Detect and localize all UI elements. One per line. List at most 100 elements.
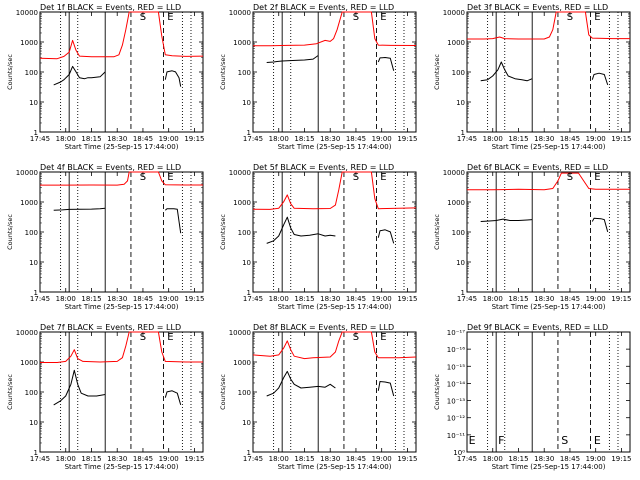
chart-title: Det 1f BLACK = Events, RED = LLD [40, 3, 181, 12]
chart-panel-2: Det 2f BLACK = Events, RED = LLD 1 10 100 10… [219, 3, 418, 151]
chart-title: Det 2f BLACK = Events, RED = LLD [253, 3, 394, 12]
series-line-events [591, 217, 609, 233]
x-tick-label: 19:00 [586, 455, 606, 463]
x-tick-label: 18:45 [133, 135, 153, 143]
x-axis-label: Start Time (25-Sep-15 17:44:00) [65, 303, 179, 311]
x-tick-label: 19:00 [159, 455, 179, 463]
y-tick-label: 10000 [443, 9, 465, 17]
series-line-lld [252, 331, 417, 360]
chart-title: Det 7f BLACK = Events, RED = LLD [40, 323, 181, 332]
x-tick-label: 18:45 [560, 295, 580, 303]
marker-label: E [469, 434, 476, 447]
x-tick-label: 18:00 [269, 135, 289, 143]
plot-frame [39, 11, 204, 133]
x-tick-label: 19:15 [611, 135, 631, 143]
x-tick-label: 18:30 [320, 135, 340, 143]
y-tick-label: 1000 [20, 39, 38, 47]
y-tick-label: 10 [29, 259, 38, 267]
chart-panel-3: Det 3f BLACK = Events, RED = LLD 1 10 100 10… [433, 3, 632, 151]
x-tick-label: 17:45 [30, 135, 50, 143]
x-tick-label: 19:15 [397, 455, 417, 463]
marker-label: S [353, 332, 359, 343]
series-line-lld [39, 11, 204, 60]
y-tick-label: 10⁻¹⁷ [447, 329, 465, 337]
plot-frame [466, 11, 631, 133]
x-tick-label: 18:30 [107, 135, 127, 143]
x-tick-label: 19:15 [611, 455, 631, 463]
x-axis-label: Start Time (25-Sep-15 17:44:00) [492, 303, 606, 311]
y-tick-label: 1 [247, 129, 251, 137]
y-axis-label: Counts/sec [219, 214, 227, 250]
marker-label: F [498, 434, 504, 447]
series-line-events [266, 370, 336, 397]
x-tick-label: 19:15 [397, 295, 417, 303]
y-tick-label: 100 [238, 69, 251, 77]
y-tick-label: 1 [34, 129, 38, 137]
y-tick-label: 10000 [16, 329, 38, 337]
y-tick-label: 10⁻¹⁵ [447, 363, 465, 371]
y-axis-label: Counts/sec [6, 374, 14, 410]
chart-panel-5: Det 5f BLACK = Events, RED = LLD 1 10 100 10… [219, 163, 418, 311]
x-tick-label: 18:30 [320, 455, 340, 463]
y-tick-label: 1 [461, 289, 465, 297]
marker-label: S [353, 172, 359, 183]
x-tick-label: 19:15 [611, 295, 631, 303]
y-tick-label: 1000 [20, 199, 38, 207]
y-tick-label: 10000 [16, 9, 38, 17]
y-axis-label: Counts/sec [219, 54, 227, 90]
x-tick-label: 18:30 [534, 455, 554, 463]
x-tick-label: 18:45 [346, 455, 366, 463]
x-tick-label: 18:15 [508, 455, 528, 463]
chart-panel-7: Det 7f BLACK = Events, RED = LLD 1 10 100 10… [6, 323, 205, 471]
series-line-lld [252, 171, 417, 210]
y-tick-label: 10 [29, 99, 38, 107]
x-tick-label: 19:15 [184, 455, 204, 463]
y-tick-label: 1 [461, 129, 465, 137]
x-tick-label: 18:30 [534, 295, 554, 303]
series-line-events [53, 65, 106, 86]
x-tick-label: 17:45 [457, 455, 477, 463]
marker-label: S [561, 434, 568, 447]
marker-label: E [594, 434, 601, 447]
chart-title: Det 4f BLACK = Events, RED = LLD [40, 163, 181, 172]
y-tick-label: 1 [247, 289, 251, 297]
x-axis-label: Start Time (25-Sep-15 17:44:00) [278, 143, 392, 151]
y-tick-label: 1 [34, 289, 38, 297]
series-line-events [266, 216, 336, 244]
x-tick-label: 18:00 [269, 455, 289, 463]
chart-title: Det 8f BLACK = Events, RED = LLD [253, 323, 394, 332]
y-tick-label: 10 [29, 419, 38, 427]
y-axis-label: Counts/sec [6, 54, 14, 90]
x-tick-label: 19:00 [159, 295, 179, 303]
series-line-events [53, 207, 106, 211]
x-tick-label: 18:45 [133, 295, 153, 303]
x-tick-label: 18:45 [346, 295, 366, 303]
x-tick-label: 18:15 [508, 135, 528, 143]
marker-label: E [167, 332, 173, 343]
marker-label: S [140, 332, 146, 343]
y-axis-label: Counts/sec [433, 214, 441, 250]
x-tick-label: 18:00 [56, 135, 76, 143]
y-tick-label: 10 [456, 99, 465, 107]
x-tick-label: 19:00 [372, 135, 392, 143]
chart-panel-9: Det 9f BLACK = Events, RED = LLD 10⁰ 10⁻¹¹… [433, 323, 632, 471]
marker-label: S [140, 12, 146, 23]
x-tick-label: 18:30 [107, 295, 127, 303]
plot-frame [252, 11, 417, 133]
x-tick-label: 18:15 [294, 135, 314, 143]
chart-title: Det 9f BLACK = Events, RED = LLD [467, 323, 608, 332]
y-tick-label: 1000 [447, 39, 465, 47]
x-tick-label: 18:15 [81, 295, 101, 303]
y-tick-label: 1000 [447, 199, 465, 207]
y-tick-label: 10⁻¹¹ [447, 432, 465, 440]
y-tick-label: 10000 [229, 169, 251, 177]
y-axis-label: Counts/sec [6, 214, 14, 250]
y-tick-label: 1 [34, 449, 38, 457]
chart-title: Det 3f BLACK = Events, RED = LLD [467, 3, 608, 12]
x-tick-label: 19:00 [586, 135, 606, 143]
y-tick-label: 100 [238, 229, 251, 237]
x-tick-label: 19:15 [184, 135, 204, 143]
y-tick-label: 100 [25, 229, 38, 237]
x-tick-label: 18:30 [534, 135, 554, 143]
series-line-events [591, 72, 609, 86]
